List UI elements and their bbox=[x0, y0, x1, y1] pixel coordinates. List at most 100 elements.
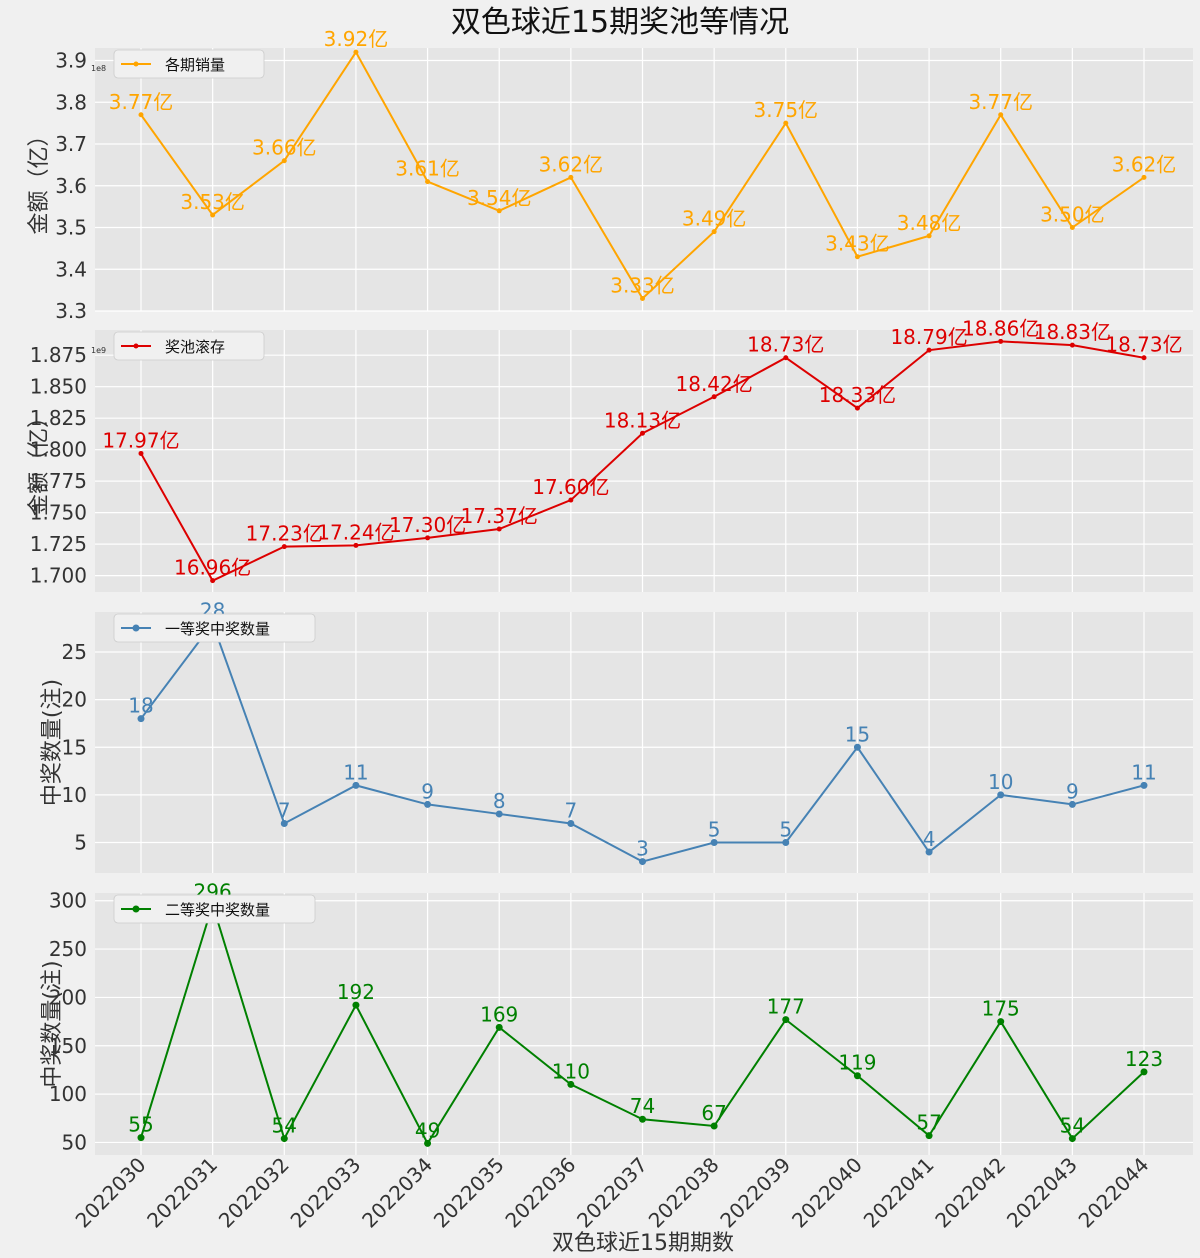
y-tick-label: 200 bbox=[49, 985, 87, 1009]
data-point bbox=[1140, 1068, 1148, 1076]
y-tick-label: 3.6 bbox=[55, 174, 87, 198]
data-point bbox=[854, 405, 860, 411]
data-label: 17.37亿 bbox=[461, 504, 538, 528]
y-tick-label: 20 bbox=[62, 688, 87, 712]
data-point bbox=[567, 1080, 575, 1088]
data-point bbox=[926, 347, 932, 353]
data-label: 3.54亿 bbox=[467, 186, 532, 210]
data-label: 9 bbox=[421, 779, 434, 803]
y-tick-label: 100 bbox=[49, 1082, 87, 1106]
data-point bbox=[424, 1139, 432, 1147]
data-label: 4 bbox=[923, 827, 936, 851]
data-point bbox=[281, 158, 287, 164]
data-label: 17.60亿 bbox=[532, 475, 609, 499]
data-point bbox=[496, 526, 502, 532]
data-point bbox=[711, 394, 717, 400]
data-point bbox=[1068, 1135, 1076, 1143]
data-point bbox=[353, 49, 359, 55]
y-tick-label: 10 bbox=[62, 783, 87, 807]
data-label: 55 bbox=[128, 1113, 153, 1137]
x-tick-label: 2022037 bbox=[572, 1153, 652, 1233]
data-point bbox=[710, 839, 718, 847]
data-label: 3.75亿 bbox=[754, 98, 819, 122]
data-label: 3.50亿 bbox=[1040, 203, 1105, 227]
data-point bbox=[782, 1016, 790, 1024]
data-point bbox=[926, 233, 932, 239]
data-point bbox=[639, 1115, 646, 1123]
data-label: 11 bbox=[343, 760, 368, 784]
data-point bbox=[138, 450, 144, 456]
y-axis-label: 中奖数量(注) bbox=[40, 679, 65, 806]
data-label: 15 bbox=[845, 722, 870, 746]
legend-box bbox=[113, 49, 265, 79]
data-label: 67 bbox=[701, 1101, 726, 1125]
x-axis-label: 双色球近15期期数 bbox=[552, 1231, 734, 1256]
y-tick-label: 3.8 bbox=[55, 90, 87, 114]
data-point bbox=[424, 800, 432, 808]
y-tick-label: 150 bbox=[49, 1034, 87, 1058]
data-label: 18.42亿 bbox=[676, 372, 753, 396]
data-label: 3.43亿 bbox=[825, 232, 890, 256]
data-label: 3.62亿 bbox=[539, 152, 604, 176]
panel-4: 50100150200250300中奖数量(注)5529654192491691… bbox=[40, 880, 1193, 1155]
data-point bbox=[495, 810, 503, 818]
data-label: 74 bbox=[630, 1094, 655, 1118]
data-label: 3.92亿 bbox=[324, 27, 389, 51]
data-label: 18.33亿 bbox=[819, 383, 896, 407]
legend-marker bbox=[132, 905, 140, 913]
y-tick-label: 1.700 bbox=[30, 564, 87, 588]
data-point bbox=[210, 578, 216, 584]
data-point bbox=[1141, 174, 1147, 180]
data-point bbox=[782, 839, 790, 847]
y-tick-label: 3.5 bbox=[55, 216, 87, 240]
data-label: 110 bbox=[552, 1059, 590, 1083]
data-point bbox=[495, 1023, 503, 1031]
plot-area bbox=[95, 48, 1193, 311]
data-point bbox=[640, 295, 645, 301]
data-label: 3 bbox=[636, 837, 649, 861]
legend-marker bbox=[132, 624, 140, 632]
x-tick-label: 2022038 bbox=[644, 1153, 724, 1233]
x-tick-label: 2022030 bbox=[71, 1153, 151, 1233]
data-label: 119 bbox=[838, 1051, 876, 1075]
data-label: 18.86亿 bbox=[962, 316, 1039, 340]
data-label: 18.13亿 bbox=[604, 408, 681, 432]
data-point bbox=[640, 430, 645, 436]
data-label: 7 bbox=[278, 798, 291, 822]
y-tick-label: 5 bbox=[74, 831, 87, 855]
data-label: 18.83亿 bbox=[1034, 320, 1111, 344]
data-point bbox=[853, 743, 861, 751]
data-point bbox=[1069, 342, 1075, 348]
data-label: 49 bbox=[415, 1118, 440, 1142]
legend: 各期销量 bbox=[113, 49, 265, 79]
data-label: 54 bbox=[1060, 1114, 1085, 1138]
data-label: 17.23亿 bbox=[246, 522, 323, 546]
data-label: 9 bbox=[1066, 779, 1079, 803]
data-label: 18.73亿 bbox=[1105, 333, 1182, 357]
x-tick-label: 2022033 bbox=[286, 1153, 366, 1233]
x-tick-label: 2022040 bbox=[787, 1153, 867, 1233]
data-point bbox=[1141, 355, 1147, 361]
legend-marker bbox=[133, 61, 139, 67]
x-tick-label: 2022034 bbox=[357, 1153, 437, 1233]
legend-label: 一等奖中奖数量 bbox=[165, 620, 270, 638]
data-label: 18 bbox=[128, 694, 153, 718]
data-point bbox=[568, 497, 574, 503]
x-tick-label: 2022044 bbox=[1074, 1153, 1154, 1233]
x-tick-label: 2022035 bbox=[429, 1153, 509, 1233]
data-point bbox=[496, 208, 502, 214]
y-exponent-label: 1e8 bbox=[91, 64, 106, 73]
legend-label: 奖池滚存 bbox=[165, 338, 225, 356]
legend: 二等奖中奖数量 bbox=[113, 894, 316, 924]
data-point bbox=[998, 112, 1004, 118]
data-point bbox=[998, 338, 1004, 344]
grid-lines bbox=[95, 893, 1193, 1155]
y-tick-label: 1.850 bbox=[30, 375, 87, 399]
data-point bbox=[853, 1072, 861, 1080]
x-tick-label: 2022032 bbox=[214, 1153, 294, 1233]
data-point bbox=[997, 791, 1005, 799]
x-tick-label: 2022041 bbox=[859, 1153, 939, 1233]
data-label: 3.53亿 bbox=[180, 190, 245, 214]
